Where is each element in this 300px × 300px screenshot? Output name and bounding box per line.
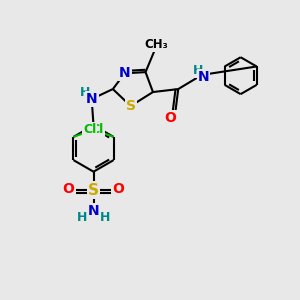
Text: H: H <box>193 64 203 77</box>
Text: S: S <box>88 183 99 198</box>
Text: H: H <box>77 211 87 224</box>
Text: Cl: Cl <box>83 123 97 136</box>
Text: N: N <box>86 92 98 106</box>
Text: H: H <box>100 211 110 224</box>
Text: S: S <box>126 99 136 113</box>
Text: O: O <box>63 182 74 196</box>
Text: O: O <box>112 182 124 196</box>
Text: N: N <box>119 66 130 80</box>
Text: O: O <box>164 111 176 125</box>
Text: N: N <box>198 70 209 84</box>
Text: N: N <box>88 204 99 218</box>
Text: Cl: Cl <box>91 123 104 136</box>
Text: H: H <box>80 86 91 99</box>
Text: CH₃: CH₃ <box>144 38 168 51</box>
